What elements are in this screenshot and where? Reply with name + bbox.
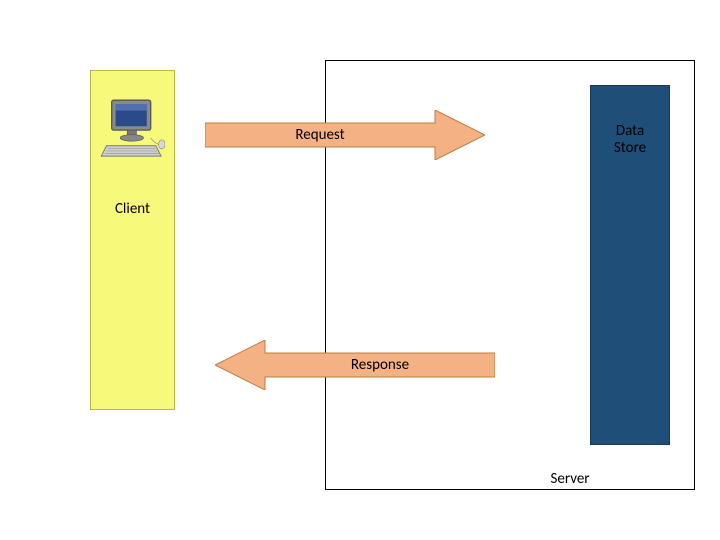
request-arrow: Request	[205, 110, 485, 160]
request-label: Request	[205, 110, 435, 160]
server-label: Server	[530, 470, 610, 488]
datastore-label: Data Store	[590, 120, 670, 160]
client-label: Client	[90, 200, 175, 218]
response-label: Response	[265, 340, 495, 390]
computer-icon	[100, 95, 165, 160]
response-arrow: Response	[215, 340, 495, 390]
